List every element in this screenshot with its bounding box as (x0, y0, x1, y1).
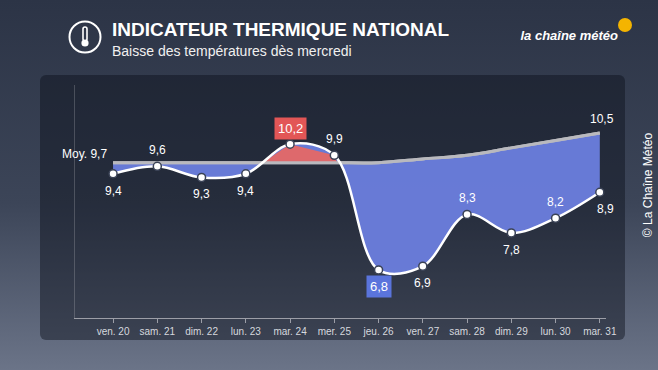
svg-text:7,8: 7,8 (503, 243, 520, 257)
svg-text:mer. 25: mer. 25 (318, 326, 352, 337)
html-text:Baisse des températures dès me: Baisse des températures dès mercredi (112, 43, 352, 59)
svg-text:dim. 29: dim. 29 (495, 326, 528, 337)
svg-text:8,2: 8,2 (547, 195, 564, 209)
svg-text:9,3: 9,3 (193, 187, 210, 201)
svg-text:sam. 21: sam. 21 (140, 326, 176, 337)
svg-text:10,5: 10,5 (590, 112, 614, 126)
svg-text:Moy. 9,7: Moy. 9,7 (62, 147, 107, 161)
svg-text:ven. 27: ven. 27 (406, 326, 439, 337)
svg-text:jeu. 26: jeu. 26 (363, 326, 394, 337)
svg-text:9,6: 9,6 (149, 143, 166, 157)
svg-text:mar. 31: mar. 31 (583, 326, 617, 337)
svg-text:6,9: 6,9 (414, 276, 431, 290)
svg-text:10,2: 10,2 (278, 121, 303, 136)
svg-text:dim. 22: dim. 22 (185, 326, 218, 337)
svg-text:9,4: 9,4 (237, 184, 254, 198)
svg-text:sam. 28: sam. 28 (449, 326, 485, 337)
svg-text:6,8: 6,8 (370, 279, 388, 294)
svg-text:9,4: 9,4 (105, 184, 122, 198)
svg-text:lun. 23: lun. 23 (231, 326, 261, 337)
html-text:© La Chaîne Météo: © La Chaîne Météo (641, 132, 655, 238)
svg-text:8,3: 8,3 (459, 191, 476, 205)
svg-text:ven. 20: ven. 20 (97, 326, 130, 337)
svg-text:mar. 24: mar. 24 (273, 326, 307, 337)
svg-text:8,9: 8,9 (597, 202, 614, 216)
svg-text:lun. 30: lun. 30 (541, 326, 571, 337)
html-text:la chaîne météo: la chaîne météo (520, 28, 618, 43)
svg-text:9,9: 9,9 (326, 132, 343, 146)
html-text:INDICATEUR THERMIQUE NATIONAL: INDICATEUR THERMIQUE NATIONAL (112, 19, 450, 40)
